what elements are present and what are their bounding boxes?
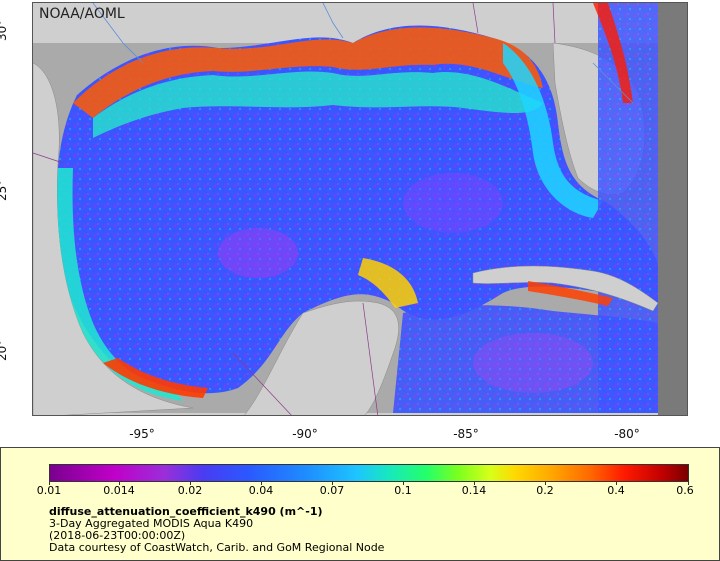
colorbar-tick-label: 0.2 [536,484,554,497]
colorbar-tick-mark [261,482,262,485]
river-line [592,62,634,104]
atlantic-coast-band [593,3,633,103]
x-tick-label: -80° [614,427,640,441]
legend-panel: 0.01 0.014 0.02 0.04 0.07 0.1 0.14 0.2 0… [0,447,720,561]
y-tick-label: 30° [0,19,9,41]
yucatan-coast-band [358,258,418,308]
colorbar-tick-label: 0.07 [319,484,345,497]
north-coast-band [73,27,543,118]
legend-text: diffuse_attenuation_coefficient_k490 (m^… [49,506,384,554]
colorbar-tick-mark [545,482,546,485]
gulf-of-mexico-map [33,3,687,415]
colorbar [49,464,689,482]
florida-shelf [503,43,603,218]
yucatan-land [244,300,399,415]
colorbar-tick-mark [474,482,475,485]
low-k490-patch [403,173,503,233]
low-k490-patch [473,333,593,393]
brand-label: NOAA/AOML [39,6,125,22]
colorbar-tick-label: 0.01 [36,484,62,497]
colorbar-tick-label: 0.04 [248,484,274,497]
colorbar-tick-mark [688,482,689,485]
colorbar-tick-label: 0.14 [461,484,487,497]
y-tick-label: 25° [0,179,9,201]
colorbar-tick-mark [49,482,50,485]
colorbar-tick-label: 0.014 [103,484,135,497]
colorbar-tick-mark [332,482,333,485]
colorbar-tick-label: 0.4 [607,484,625,497]
swath-edge [658,3,687,415]
gulf-water [56,25,662,394]
colorbar-tick-mark [119,482,120,485]
low-k490-patch [218,228,298,278]
colorbar-tick-mark [616,482,617,485]
colorbar-tick-label: 0.02 [177,484,203,497]
mexico-coast-band [57,168,183,401]
caribbean-water [393,305,658,413]
x-tick-label: -95° [129,427,155,441]
river-line [92,3,144,64]
campeche-red [103,358,208,398]
product-description: 3-Day Aggregated MODIS Aqua K490 [49,517,254,530]
colorbar-tick-label: 0.1 [394,484,412,497]
variable-title: diffuse_attenuation_coefficient_k490 (m^… [49,505,323,518]
timestamp: (2018-06-23T00:00:00Z) [49,529,186,542]
y-tick-label: 20° [0,339,9,361]
river-line [322,3,344,39]
colorbar-tick-label: 0.6 [676,484,694,497]
data-credit: Data courtesy of CoastWatch, Carib. and … [49,541,385,554]
colorbar-tick-mark [190,482,191,485]
map-view[interactable]: NOAA/AOML [32,2,688,416]
cuba-coast-band [528,281,613,306]
boundary-line [33,152,379,415]
boundary-line [472,3,556,44]
x-tick-label: -85° [453,427,479,441]
x-tick-label: -90° [292,427,318,441]
north-coast-inner [93,71,543,138]
colorbar-tick-mark [403,482,404,485]
